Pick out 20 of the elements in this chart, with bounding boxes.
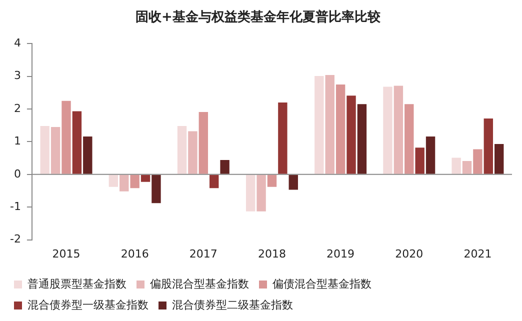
y-tick-label: 1 <box>14 134 21 148</box>
x-tick-label: 2019 <box>326 247 355 260</box>
x-tick-label: 2015 <box>52 247 80 260</box>
y-tick-label: 0 <box>14 167 21 180</box>
x-tick-label: 2018 <box>258 247 286 260</box>
x-tick-label: 2016 <box>120 247 149 260</box>
legend-label: 偏股混合型基金指数 <box>150 277 249 290</box>
legend-label: 普通股票型基金指数 <box>28 277 126 290</box>
y-tick-label: 4 <box>14 36 21 50</box>
x-tick-label: 2021 <box>464 247 492 260</box>
legend-label: 混合债券型二级基金指数 <box>172 298 293 312</box>
x-tick-label: 2017 <box>189 247 218 260</box>
y-tick-label: 2 <box>14 102 21 115</box>
chart-title: 固收+基金与权益类基金年化夏普比率比较 <box>136 9 382 26</box>
y-tick-label: 3 <box>14 69 21 82</box>
x-tick-label: 2020 <box>395 247 424 260</box>
legend-label: 混合债券型一级基金指数 <box>28 298 148 312</box>
legend-label: 偏债混合型基金指数 <box>272 277 372 290</box>
y-tick-label: -2 <box>10 232 21 246</box>
y-tick-label: -1 <box>10 200 21 213</box>
